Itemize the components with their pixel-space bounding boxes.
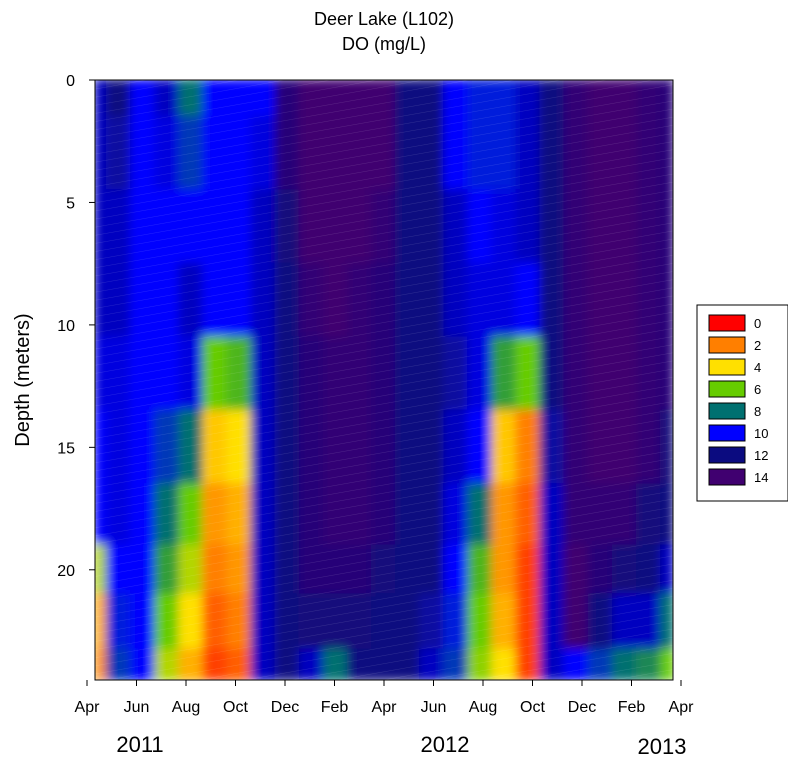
x-tick-label: Oct: [223, 699, 248, 716]
legend: 0 2 4 6 8 10 12 14: [696, 304, 788, 502]
y-tick-label: 15: [57, 440, 75, 457]
y-axis-label: Depth (meters): [12, 313, 34, 446]
legend-swatch: [708, 314, 746, 332]
year-labels: 2011 2012 2013: [116, 732, 686, 759]
legend-swatch: [708, 402, 746, 420]
x-tick-label: Feb: [321, 699, 349, 716]
x-tick-label: Feb: [618, 699, 646, 716]
legend-swatch: [708, 358, 746, 376]
legend-label: 0: [754, 316, 761, 331]
legend-label: 4: [754, 360, 761, 375]
legend-swatch: [708, 446, 746, 464]
heatmap-area: [95, 80, 673, 680]
x-axis: Apr Jun Aug Oct Dec Feb Apr Jun Aug Oct Dec Feb Apr: [75, 680, 695, 716]
x-tick-label: Apr: [372, 699, 398, 716]
y-axis: 0 5 10 15 20: [57, 73, 95, 580]
x-tick-label: Dec: [271, 699, 299, 716]
y-tick-label: 5: [66, 195, 75, 212]
legend-label: 14: [754, 470, 768, 485]
y-tick-label: 10: [57, 318, 75, 335]
chart-subtitle: DO (mg/L): [342, 34, 426, 54]
legend-swatch: [708, 380, 746, 398]
x-tick-label: Apr: [669, 699, 695, 716]
y-tick-label: 0: [66, 73, 75, 90]
x-tick-label: Oct: [520, 699, 545, 716]
legend-label: 10: [754, 426, 768, 441]
x-tick-label: Dec: [568, 699, 596, 716]
legend-swatch: [708, 468, 746, 486]
legend-label: 8: [754, 404, 761, 419]
x-tick-label: Aug: [172, 699, 200, 716]
y-tick-label: 20: [57, 563, 75, 580]
legend-swatch: [708, 336, 746, 354]
year-label: 2012: [421, 732, 470, 757]
legend-swatch: [708, 424, 746, 442]
chart-title: Deer Lake (L102): [314, 9, 454, 29]
year-label: 2013: [638, 734, 687, 759]
year-label: 2011: [116, 732, 163, 757]
contour-lines: [95, 80, 673, 680]
x-tick-label: Aug: [469, 699, 497, 716]
x-tick-label: Apr: [75, 699, 101, 716]
legend-label: 12: [754, 448, 768, 463]
x-tick-label: Jun: [124, 699, 150, 716]
legend-label: 6: [754, 382, 761, 397]
x-tick-label: Jun: [421, 699, 447, 716]
legend-label: 2: [754, 338, 761, 353]
